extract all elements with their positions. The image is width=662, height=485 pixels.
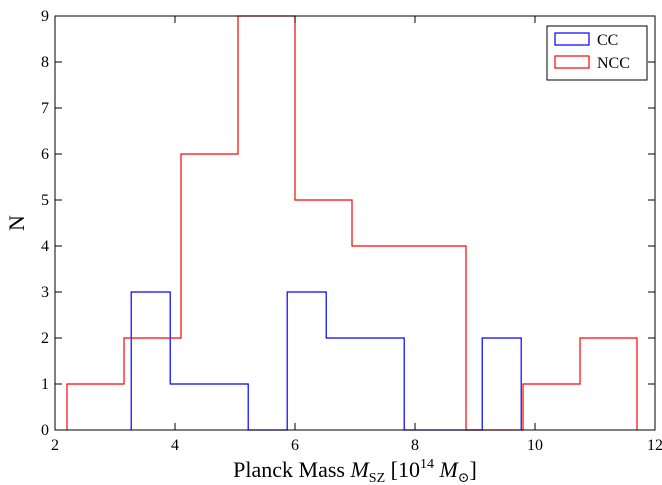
x-label-exponent: 14 [420,457,434,472]
x-label-prefix: Planck Mass [233,457,350,482]
series-cc-bin-2 [209,384,248,430]
y-tick-label: 4 [41,238,49,255]
series-ncc-bin-9 [580,338,637,430]
series-cc-bin-0 [131,292,170,430]
y-tick-label: 0 [41,422,49,439]
y-tick-label: 1 [41,376,49,393]
series-cc-step-line [130,291,522,431]
legend-box [546,25,648,81]
x-tick-label: 10 [527,437,543,454]
series-ncc-bin-8 [523,384,580,430]
x-tick-label: 8 [411,437,419,454]
series-ncc-bin-4 [295,200,352,430]
x-tick-label: 4 [171,437,179,454]
x-axis-label: Planck Mass MSZ [1014 M⊙] [233,457,477,485]
series-cc-bin-9 [482,338,521,430]
y-axis-label: N [4,215,29,231]
y-tick-label: 8 [41,54,49,71]
series-ncc-bin-3 [238,16,295,430]
series-ncc-bin-2 [181,154,238,430]
plot-frame [54,15,656,431]
legend-swatch-cc [554,32,590,46]
y-tick-label: 2 [41,330,49,347]
legend-label-cc: CC [597,32,618,49]
series-cc-bin-1 [170,384,209,430]
x-tick-label: 6 [291,437,299,454]
legend-label-ncc: NCC [597,55,630,72]
x-tick-label: 2 [51,437,59,454]
y-tick-label: 9 [41,8,49,25]
legend-swatch-ncc [554,55,590,69]
y-tick-label: 7 [41,100,49,117]
x-label-unit-close: ] [470,457,477,482]
legend: CC NCC [546,25,648,81]
y-tick-label: 6 [41,146,49,163]
series-ncc-step-line [66,15,638,431]
x-label-symbol: M [349,457,370,482]
x-tick-label: 12 [647,437,662,454]
series-ncc-bin-6 [409,246,466,430]
series-cc-bin-4 [287,292,326,430]
x-label-subscript: SZ [369,471,385,485]
y-tick-label: 3 [41,284,49,301]
x-label-unit-symbol: M [438,457,459,482]
series-cc-bin-5 [326,338,365,430]
y-tick-label: 5 [41,192,49,209]
x-label-unit-subscript: ⊙ [458,471,470,485]
x-label-unit-open: [10 [385,457,420,482]
series-cc-bin-6 [365,338,404,430]
series-ncc-bin-0 [67,384,124,430]
